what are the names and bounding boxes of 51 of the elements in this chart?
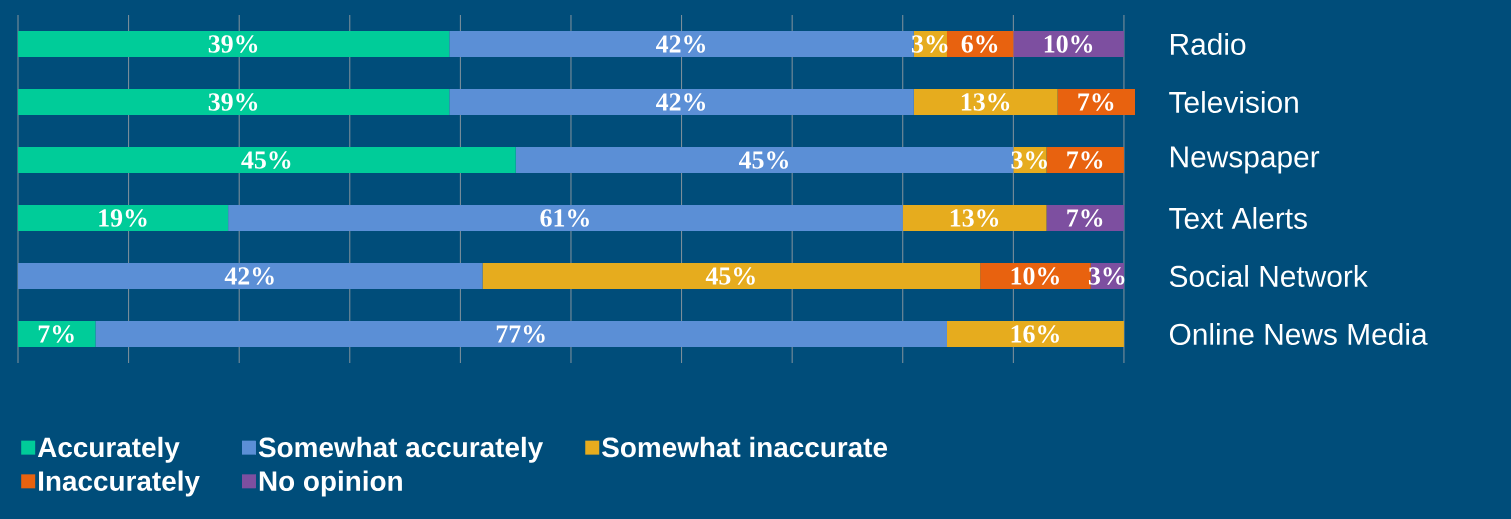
bar <box>18 147 516 173</box>
data-label: 7% <box>1078 93 1114 111</box>
bar <box>1046 147 1124 173</box>
data-label: 13% <box>961 93 1010 111</box>
bar <box>482 263 981 289</box>
data-label: 13% <box>950 209 999 227</box>
bar <box>18 89 450 115</box>
legend-label: No opinion <box>259 470 402 497</box>
y-tick-label: Newspaper <box>1170 146 1320 174</box>
bar <box>18 321 96 347</box>
y-tick-label: Social Network <box>1169 265 1368 287</box>
bar <box>18 205 229 231</box>
bar <box>95 321 947 347</box>
bar <box>1013 31 1124 57</box>
bar <box>980 263 1091 289</box>
data-label: 42% <box>656 93 706 111</box>
data-label: 6% <box>961 35 998 53</box>
bar <box>449 89 914 115</box>
data-label: 77% <box>496 325 545 343</box>
data-label: 10% <box>1044 35 1093 53</box>
bar <box>902 205 1047 231</box>
data-label: 10% <box>1011 267 1059 285</box>
y-tick-label: Online News Media <box>1169 323 1428 345</box>
bar <box>228 205 903 231</box>
y-tick-label: Text Alerts <box>1169 207 1307 229</box>
data-label: 16% <box>1011 325 1059 343</box>
bar <box>449 31 914 57</box>
bar <box>1057 89 1135 115</box>
bar <box>18 31 450 57</box>
data-label: 7% <box>38 325 74 343</box>
data-label: 45% <box>241 151 291 169</box>
data-label: 45% <box>738 151 788 169</box>
data-label: 61% <box>540 209 589 227</box>
legend-label: Accurately <box>37 436 180 463</box>
data-label: 39% <box>208 93 258 111</box>
data-label: 7% <box>1067 209 1103 227</box>
legend-label: Inaccurately <box>39 470 200 497</box>
bar <box>1046 205 1124 231</box>
y-tick-label: Radio <box>1170 33 1246 55</box>
data-label: 42% <box>224 267 274 285</box>
legend-label: Somewhat accurately <box>258 436 544 463</box>
legend-label: Somewhat inaccurate <box>602 436 888 458</box>
data-label: 45% <box>705 267 755 285</box>
data-label: 19% <box>99 209 147 227</box>
bar <box>946 321 1124 347</box>
data-label: 7% <box>1067 151 1103 169</box>
data-label: 42% <box>656 35 706 53</box>
bar <box>913 89 1058 115</box>
data-label: 39% <box>208 35 258 53</box>
bar <box>18 263 483 289</box>
y-tick-label: Television <box>1169 91 1298 113</box>
